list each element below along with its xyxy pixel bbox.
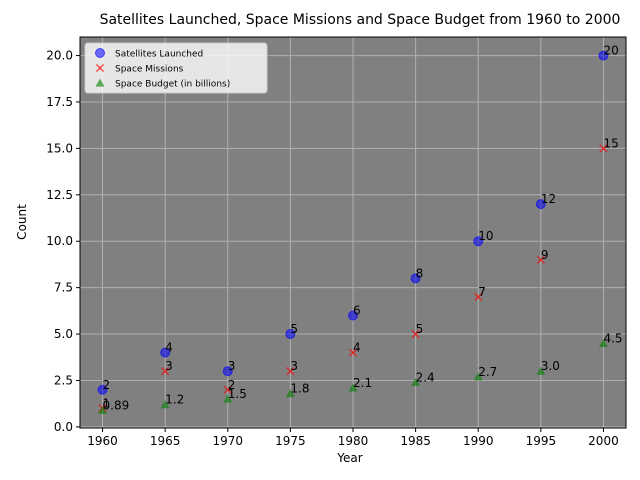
series-0-point bbox=[598, 50, 609, 61]
y-tick-label: 7.5 bbox=[54, 281, 73, 295]
y-tick-label: 2.5 bbox=[54, 373, 73, 387]
x-tick-label: 1980 bbox=[338, 434, 369, 448]
legend-marker-1 bbox=[95, 63, 105, 73]
series-1-data-label: 7 bbox=[478, 285, 486, 299]
legend-entry-2: Space Budget (in billions) bbox=[115, 80, 230, 90]
series-0-point bbox=[285, 329, 296, 340]
series-1-data-label: 2 bbox=[228, 378, 236, 392]
series-2-data-label: 2.1 bbox=[353, 376, 372, 390]
series-0-data-label: 6 bbox=[353, 303, 361, 317]
series-0-point bbox=[160, 347, 171, 358]
legend-entry-1: Space Missions bbox=[115, 65, 184, 75]
series-1-point bbox=[411, 329, 420, 339]
series-0-point bbox=[535, 199, 546, 210]
x-tick-label: 1990 bbox=[463, 434, 494, 448]
series-2-data-label: 1.5 bbox=[228, 387, 247, 401]
series-2-data-label: 4.5 bbox=[603, 331, 622, 345]
series-2-data-label: 1.8 bbox=[290, 381, 309, 395]
x-tick-label: 1995 bbox=[526, 434, 557, 448]
series-2-data-label: 0.89 bbox=[103, 398, 130, 412]
series-2-point bbox=[285, 388, 295, 398]
series-1-data-label: 15 bbox=[603, 136, 618, 150]
series-1-data-label: 3 bbox=[165, 359, 173, 373]
series-0-data-label: 12 bbox=[541, 192, 556, 206]
chart-title: Satellites Launched, Space Missions and … bbox=[100, 12, 621, 28]
y-tick-label: 15.0 bbox=[46, 141, 73, 155]
series-2-point bbox=[598, 338, 608, 347]
series-1-point bbox=[599, 144, 608, 153]
x-tick-label: 2000 bbox=[588, 434, 619, 448]
y-axis-ticks: 0.0 2.5 5.0 7.5 10.0 12.5 15.0 17.5 20.0 bbox=[46, 49, 80, 434]
series-0-point bbox=[97, 384, 108, 395]
series-2-data-label: 2.4 bbox=[416, 370, 435, 384]
series-0-data-label: 4 bbox=[165, 341, 173, 355]
series-1-point bbox=[286, 367, 295, 376]
y-tick-label: 12.5 bbox=[46, 188, 73, 202]
series-0-point bbox=[222, 366, 233, 377]
series-1-point bbox=[348, 348, 358, 357]
data-labels: 2 4 3 5 6 8 10 12 20 1 3 2 3 4 5 7 9 15 0.89 1.2 1.5 1.8 2.1 2.… bbox=[103, 44, 623, 413]
x-tick-label: 1975 bbox=[275, 434, 306, 448]
x-tick-label: 1965 bbox=[150, 434, 181, 448]
x-tick-label: 1970 bbox=[212, 434, 243, 448]
series-2-data-label: 2.7 bbox=[478, 365, 497, 379]
series-0-point bbox=[473, 236, 484, 247]
series-2-point bbox=[223, 394, 233, 403]
series-2-point bbox=[536, 366, 546, 375]
x-axis-label: Year bbox=[336, 451, 362, 465]
legend-marker-2 bbox=[95, 78, 105, 87]
series-2-point bbox=[160, 400, 170, 409]
series-2-point bbox=[411, 377, 421, 386]
y-tick-label: 17.5 bbox=[46, 95, 73, 109]
y-tick-label: 20.0 bbox=[46, 49, 73, 63]
series-2-point bbox=[98, 405, 108, 414]
series-0-point bbox=[410, 273, 421, 284]
y-axis-label: Count bbox=[15, 204, 29, 240]
series-0-data-label: 10 bbox=[478, 229, 493, 243]
legend-marker-0 bbox=[95, 48, 105, 58]
series-2-point bbox=[473, 372, 483, 381]
legend-entry-0: Satellites Launched bbox=[115, 50, 203, 60]
series-2-data-label: 3.0 bbox=[541, 359, 560, 373]
legend: Satellites Launched Space Missions Space B… bbox=[84, 42, 268, 94]
series-1-data-label: 1 bbox=[103, 396, 111, 410]
series-0-point bbox=[348, 310, 358, 321]
x-tick-label: 1960 bbox=[87, 434, 118, 448]
legend-box bbox=[84, 42, 268, 94]
series-1-point bbox=[474, 292, 483, 302]
series-0-data-label: 2 bbox=[103, 378, 111, 392]
series-1-point bbox=[223, 385, 232, 394]
y-tick-label: 5.0 bbox=[54, 327, 73, 341]
series-0-data-label: 8 bbox=[416, 266, 424, 280]
y-tick-label: 10.0 bbox=[46, 234, 73, 248]
series-1-data-label: 9 bbox=[541, 248, 549, 262]
series-0-data-label: 5 bbox=[290, 322, 298, 336]
series-1-data-label: 5 bbox=[416, 322, 424, 336]
series-1-point bbox=[536, 255, 546, 264]
x-axis-ticks: 1960 1965 1970 1975 1980 1985 1990 1995 2000 bbox=[87, 428, 619, 448]
series-0-data-label: 3 bbox=[228, 359, 236, 373]
y-tick-label: 0.0 bbox=[54, 420, 73, 434]
series-2-point bbox=[348, 383, 358, 392]
series-2-data-label: 1.2 bbox=[165, 393, 184, 407]
series-0-data-label: 20 bbox=[603, 44, 618, 58]
series-1-data-label: 3 bbox=[290, 359, 298, 373]
x-tick-label: 1985 bbox=[400, 434, 431, 448]
series-1-data-label: 4 bbox=[353, 341, 361, 355]
grid-lines bbox=[80, 37, 626, 428]
series-1-point bbox=[160, 367, 170, 376]
data-marks bbox=[97, 50, 609, 414]
